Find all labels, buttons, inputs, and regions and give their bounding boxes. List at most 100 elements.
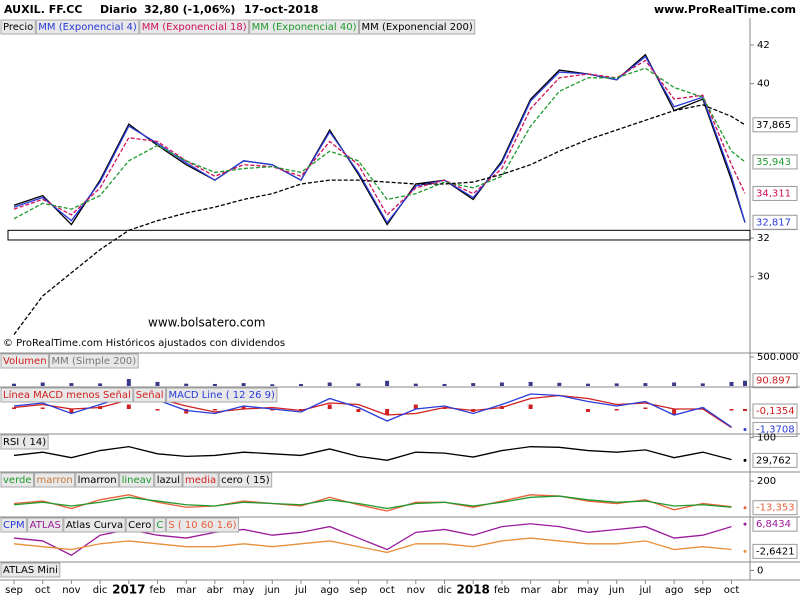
annotation: www.bolsatero.com [148,316,265,330]
legend-entry: RSI ( 14) [3,437,46,448]
legend-box [119,472,155,488]
legend-box [49,353,139,369]
legend-box [249,19,360,35]
bar [743,409,747,412]
bar [212,383,217,386]
legend-box [0,562,61,578]
bar [385,380,390,386]
quote: 32,80 (-1,06%) [144,3,235,16]
last-point [743,458,747,462]
legend-box [0,19,36,35]
bar [241,383,246,386]
bar [643,407,648,409]
legend-entry: MM (Exponencial 4) [38,22,137,33]
x-tick-label: mar [176,585,197,596]
bar [299,409,303,411]
bar [12,383,16,386]
legend-entry: ATLAS [30,520,61,531]
y-tick-label: 500.000 [757,352,798,363]
x-tick-label: ago [665,585,684,596]
y-tick-label: 42 [757,40,770,51]
last-point [743,506,747,510]
legend-box [182,472,219,488]
x-tick-label: 2017 [112,583,145,597]
legend-entry: S ( 10 60 1.6) [168,520,236,531]
bar [743,380,747,386]
value-label-box [752,214,798,230]
bar [40,407,45,409]
value-label-box [752,403,798,419]
value-label-box [752,543,798,559]
x-tick-label: dic [437,585,452,596]
bar [155,381,160,386]
x-tick-label: sep [350,585,368,596]
support-zone [7,229,751,241]
legend-box [27,517,64,533]
value-label: -1,3708 [756,425,795,436]
series-line [13,67,746,220]
bar [471,383,476,386]
legend-box [153,517,166,533]
x-tick-label: sep [694,585,712,596]
value-label: -0,1354 [756,406,795,417]
x-tick-label: ago [320,585,339,596]
x-tick-label: abr [207,585,224,596]
bar [69,383,74,386]
legend-box [0,434,49,450]
bar [442,407,447,409]
legend-box [75,472,120,488]
annotation: © ProRealTime.com Históricos ajustados c… [3,337,285,349]
bar [385,409,390,415]
legend-entry: Atlas Curva [66,520,123,531]
legend-entry: MM (Exponencial 40) [252,22,357,33]
x-tick-label: feb [149,585,165,596]
legend-entry: MM (Exponencial 200) [362,22,473,33]
x-tick-label: jun [608,585,624,596]
series-line [13,494,732,512]
bar [98,383,103,386]
series-line [13,55,746,224]
value-label: 34,311 [756,188,791,199]
legend-entry: CPM [3,520,25,531]
x-tick-label: oct [724,585,740,596]
bar [442,383,447,386]
bar [672,409,677,415]
legend-entry: verde [3,475,32,486]
value-label: 29,762 [756,455,791,466]
y-tick-label: 32 [757,233,770,244]
value-label-box [752,154,798,170]
bar [499,382,504,386]
source: www.ProRealTime.com [654,3,796,16]
value-label-box [752,516,798,532]
chart-title: AUXIL. FF.CC [4,3,82,16]
y-tick-label: 40 [757,79,770,90]
x-tick-label: may [233,585,255,596]
legend-entry: Señal [136,390,164,401]
bar [327,382,332,386]
legend-entry: marron [37,475,73,486]
x-tick-label: dic [93,585,108,596]
last-point [743,522,747,526]
x-tick-label: 2018 [456,583,489,597]
bar [528,381,533,386]
y-tick-label: 30 [757,272,770,283]
legend-entry: lmarron [78,475,117,486]
value-label: 35,943 [756,157,791,168]
legend-box [359,19,476,35]
x-tick-label: oct [379,585,395,596]
series-line [13,104,746,335]
period: Diario [100,3,138,16]
bar [528,404,533,409]
value-label: 37,865 [756,120,791,131]
bar [729,381,734,386]
value-label: 6,8434 [756,519,791,530]
legend-entry: Cero [128,520,151,531]
bar [557,382,562,386]
x-tick-label: jul [294,585,307,596]
bar [126,404,131,409]
bar [413,383,418,386]
bar [212,409,217,411]
bar [327,404,332,409]
